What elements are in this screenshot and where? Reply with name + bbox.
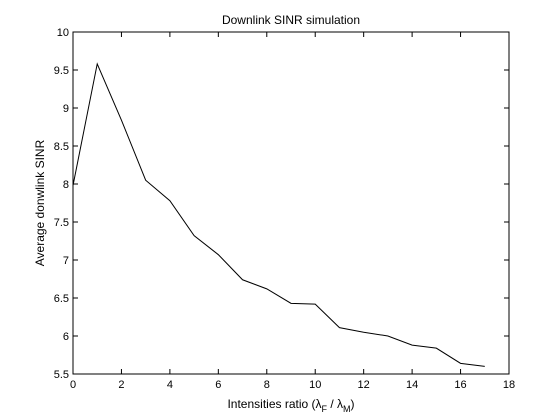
x-axis-label-lambda-f: λ [316,397,322,411]
y-tick-label: 6.5 [54,293,69,305]
x-tick-label: 16 [454,379,466,391]
y-tick-label: 9 [63,103,69,115]
x-tick-label: 0 [70,379,76,391]
y-tick-label: 5.5 [54,369,69,381]
x-tick-label: 6 [215,379,221,391]
x-axis-label-lambda-m: λ [337,397,343,411]
x-axis-label-suffix: ) [351,397,355,411]
y-tick-label: 8.5 [54,141,69,153]
x-axis-label-separator: / [327,397,337,411]
y-axis-label: Average donwlink SINR [33,139,47,266]
y-tick-label: 10 [57,27,69,39]
series-layer [72,62,485,367]
x-tick-label: 12 [358,379,370,391]
x-tick-label: 14 [406,379,418,391]
x-tick-label: 8 [264,379,270,391]
series-line [72,62,485,367]
y-tick-label: 8 [63,179,69,191]
plot-area [72,31,510,375]
y-tick-label: 7.5 [54,217,69,229]
x-axis-label-prefix: Intensities ratio ( [227,397,315,411]
plot-frame [72,31,510,375]
y-tick-label: 7 [63,255,69,267]
x-tick-label: 2 [118,379,124,391]
y-tick-label: 9.5 [54,65,69,77]
chart-title: Downlink SINR simulation [222,13,360,27]
x-axis-label-subscript-f: F [322,404,328,414]
x-axis-label-subscript-m: M [343,404,351,414]
x-tick-label: 10 [309,379,321,391]
y-tick-label: 6 [63,331,69,343]
x-tick-label: 18 [503,379,515,391]
y-axis-ticks: 5.5 6 6.5 7 7.5 8 8.5 9 9.5 10 [54,27,509,381]
x-tick-label: 4 [167,379,173,391]
x-axis-ticks: 0 2 4 6 8 10 12 14 16 18 [70,32,515,391]
x-axis-label: Intensities ratio (λF / λM) [227,397,354,414]
